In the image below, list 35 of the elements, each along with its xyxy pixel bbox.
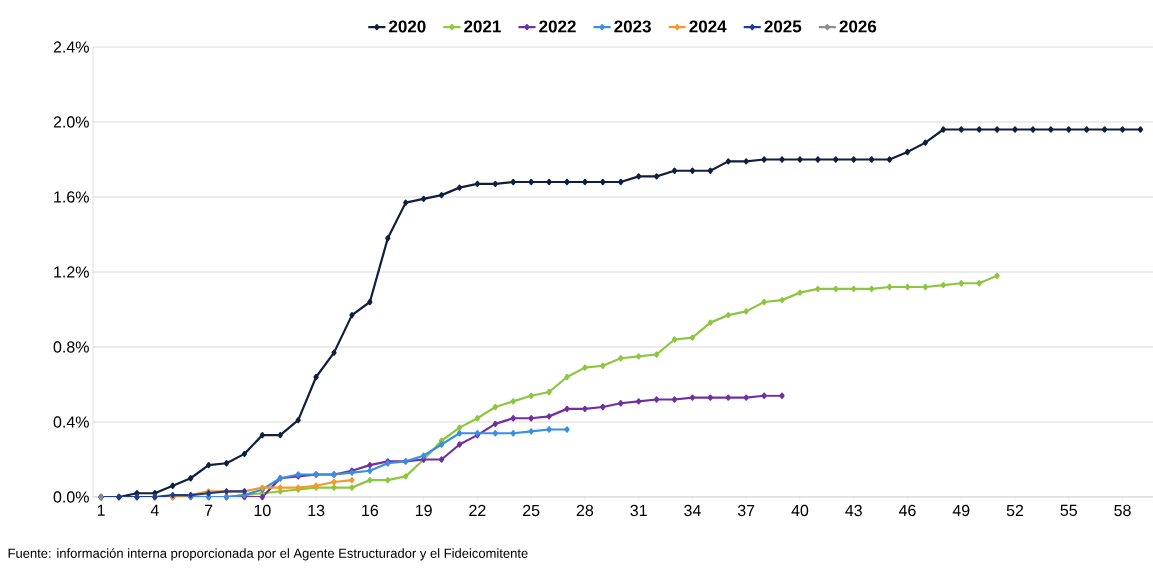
x-tick-label: 13 [308, 504, 325, 517]
x-tick-label: 4 [150, 504, 159, 516]
y-tick-label: 1.6% [54, 191, 89, 203]
source-note: Fuente: información interna proporcionada por el Agente Estructurador y el Fideicomitente [8, 548, 528, 561]
x-tick-label: 52 [1006, 504, 1024, 517]
legend-label: 2024 [689, 20, 727, 33]
x-tick-label: 31 [630, 504, 647, 517]
x-tick-label: 22 [469, 504, 486, 516]
y-tick-label: 2.4% [53, 41, 89, 53]
x-tick-label: 10 [254, 504, 271, 517]
y-tick-label: 1.2% [54, 266, 89, 278]
y-tick-label: 2.0% [53, 116, 89, 128]
legend-label: 2021 [464, 20, 501, 33]
legend-label: 2025 [764, 20, 802, 33]
legend-label: 2022 [539, 20, 576, 33]
x-tick-label: 34 [684, 504, 701, 517]
x-tick-label: 49 [952, 504, 970, 517]
y-tick-label: 0.8% [53, 341, 89, 353]
x-tick-label: 19 [415, 504, 432, 517]
y-tick-label: 0.0% [53, 491, 89, 503]
x-tick-label: 46 [898, 504, 916, 517]
y-tick-label: 0.4% [53, 416, 89, 428]
x-tick-label: 1 [97, 504, 105, 516]
x-tick-label: 55 [1060, 504, 1077, 516]
x-tick-label: 28 [576, 504, 594, 517]
x-tick-label: 40 [791, 504, 809, 517]
x-tick-label: 25 [523, 504, 540, 517]
x-tick-label: 43 [845, 504, 862, 517]
legend-label: 2026 [839, 20, 877, 33]
legend-label: 2020 [389, 20, 426, 33]
legend-label: 2023 [614, 20, 651, 33]
x-tick-label: 7 [204, 504, 213, 516]
x-tick-label: 58 [1114, 504, 1131, 517]
x-tick-label: 37 [737, 504, 755, 517]
x-tick-label: 16 [362, 504, 379, 517]
